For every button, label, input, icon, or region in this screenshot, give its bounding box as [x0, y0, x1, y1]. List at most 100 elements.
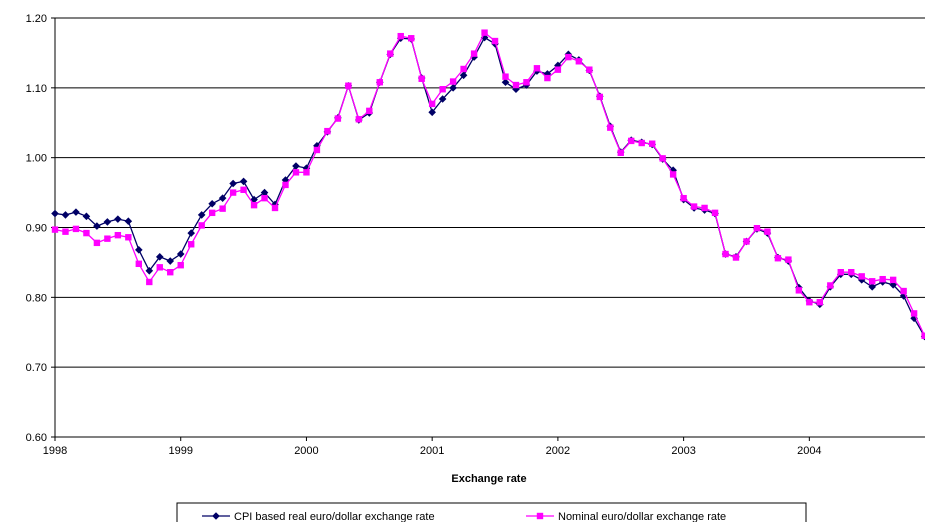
x-tick-label: 2002: [546, 445, 570, 457]
data-point-square: [753, 224, 761, 232]
data-point-diamond: [208, 199, 216, 208]
legend-label: Nominal euro/dollar exchange rate: [558, 511, 726, 522]
data-point-diamond: [72, 208, 80, 216]
data-point-square: [135, 260, 143, 268]
data-point-square: [261, 194, 268, 202]
data-point-diamond: [470, 53, 478, 61]
data-point-diamond: [250, 195, 258, 204]
data-point-diamond: [449, 84, 457, 92]
y-tick-label: 0.70: [26, 362, 47, 374]
data-point-square: [554, 66, 562, 73]
data-point-square: [156, 264, 163, 271]
data-point-diamond: [512, 85, 520, 94]
data-point-square: [565, 53, 572, 61]
x-axis-title: Exchange rate: [451, 473, 526, 485]
data-point-square: [187, 241, 195, 248]
data-point-diamond: [124, 217, 133, 226]
gridlines: [54, 17, 925, 438]
series-line: [54, 31, 925, 337]
data-point-square: [848, 268, 855, 276]
series-layer: [51, 29, 925, 341]
data-point-diamond: [93, 222, 101, 230]
data-point-square: [648, 140, 656, 147]
data-point-square: [879, 275, 886, 283]
data-point-diamond: [135, 246, 143, 254]
data-point-square: [638, 139, 645, 147]
data-point-square: [428, 100, 436, 108]
data-point-square: [93, 239, 101, 247]
data-point-square: [219, 205, 226, 212]
data-point-square: [795, 287, 803, 294]
data-point-square: [51, 226, 59, 233]
data-point-square: [418, 75, 425, 82]
data-point-diamond: [438, 95, 447, 103]
data-point-square: [198, 222, 205, 229]
series-2: [51, 29, 925, 339]
data-point-square: [544, 74, 551, 82]
data-point-diamond: [501, 78, 510, 87]
y-tick-label: 0.90: [26, 223, 47, 235]
data-point-square: [324, 127, 331, 135]
legend: CPI based real euro/dollar exchange rate…: [176, 502, 807, 522]
data-point-square: [868, 278, 876, 285]
data-point-square: [806, 299, 813, 306]
series-line: [54, 36, 925, 337]
data-point-square: [62, 228, 69, 235]
data-point-square: [83, 229, 90, 237]
data-point-square: [114, 231, 122, 239]
legend-label: CPI based real euro/dollar exchange rate: [234, 511, 435, 522]
data-point-diamond: [103, 218, 112, 226]
data-point-square: [533, 65, 541, 72]
data-point-square: [690, 203, 698, 210]
data-point-square: [921, 332, 925, 339]
legend-item-1: CPI based real euro/dollar exchange rate: [202, 511, 435, 522]
data-point-square: [743, 238, 750, 245]
data-point-square: [523, 79, 530, 86]
data-point-diamond: [145, 266, 154, 275]
data-point-square: [292, 169, 300, 176]
data-point-diamond: [166, 257, 175, 265]
data-point-diamond: [239, 177, 248, 186]
data-point-square: [167, 268, 174, 276]
data-point-diamond: [292, 162, 300, 170]
data-point-diamond: [197, 211, 206, 219]
x-tick-label: 2001: [420, 445, 444, 457]
data-point-square: [816, 299, 824, 306]
data-point-diamond: [114, 215, 122, 223]
data-point-square: [617, 149, 624, 156]
data-point-diamond: [155, 253, 164, 261]
data-point-square: [439, 86, 446, 93]
data-point-diamond: [51, 209, 59, 218]
data-point-diamond: [868, 283, 876, 291]
data-point-square: [659, 155, 666, 162]
x-axis-ticks: 1998 1999 2000 2001 2002 2003 2004: [43, 437, 822, 457]
data-point-square: [858, 273, 865, 280]
legend-square-marker: [536, 512, 544, 520]
y-tick-label: 1.00: [26, 153, 47, 165]
data-point-square: [408, 35, 415, 42]
data-point-square: [229, 189, 237, 196]
data-point-square: [345, 82, 352, 89]
y-tick-label: 1.20: [26, 13, 47, 25]
y-axis-ticks: 0.60 0.70 0.80 0.90 1.00 1.10 1.20: [26, 13, 55, 444]
data-point-square: [607, 124, 614, 131]
y-tick-label: 0.80: [26, 292, 47, 304]
data-point-square: [628, 137, 635, 145]
data-point-square: [512, 81, 520, 89]
data-point-square: [481, 29, 488, 36]
data-point-diamond: [218, 194, 227, 202]
data-point-diamond: [187, 229, 195, 237]
data-point-square: [250, 201, 258, 209]
legend-box: [176, 502, 807, 522]
data-point-square: [680, 194, 687, 202]
data-point-square: [900, 287, 907, 295]
data-point-square: [125, 234, 132, 241]
x-tick-label: 1998: [43, 445, 67, 457]
data-point-square: [271, 204, 279, 212]
data-point-square: [334, 115, 342, 122]
x-tick-label: 2004: [797, 445, 821, 457]
data-point-square: [282, 181, 289, 189]
data-point-square: [722, 250, 729, 258]
data-point-square: [355, 116, 363, 123]
data-point-square: [669, 171, 677, 178]
